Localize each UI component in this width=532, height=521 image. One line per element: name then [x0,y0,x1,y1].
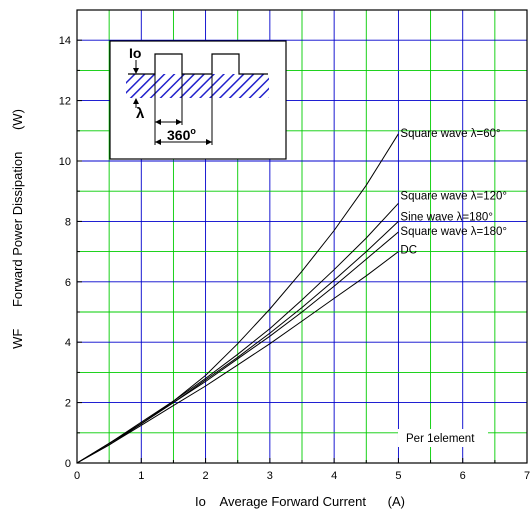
curves [76,133,399,464]
x-tick-label: 4 [331,470,337,482]
y-tick-label: 10 [59,156,71,168]
tick-marks [76,9,528,464]
inset-hatched-band [126,74,269,98]
inset-period-value: 360 [167,127,191,143]
y-tick-label: 2 [65,398,71,410]
curve-label: Square wave λ=120° [400,190,507,202]
inset-arrowhead [206,139,212,145]
curve-label: Sine wave λ=180° [400,211,493,223]
inset-period-degree: o [190,126,196,136]
x-tick-label: 1 [138,470,144,482]
curve-label: Square wave λ=60° [400,128,500,140]
inset-arrowhead [155,139,161,145]
inset-frame [109,40,287,160]
inset-arrowhead [176,119,182,125]
annotation-background [398,429,488,447]
inset-io-label: Io [129,45,141,61]
y-axis-title: WF Forward Power Dissipation (W) [10,109,25,349]
curve-line [76,251,399,464]
y-tick-label: 0 [65,458,71,470]
inset-io-arrowhead [133,98,139,104]
curve-line [76,202,399,464]
curve-labels: Square wave λ=60° Square wave λ=120° Sine … [400,128,507,257]
x-tick-label: 6 [460,470,466,482]
curve-label: DC [400,245,417,257]
x-tick-label: 0 [74,470,80,482]
inset-period-label: 360o [167,126,196,143]
y-tick-label: 8 [65,216,71,228]
curve-label: Square wave λ=180° [400,226,507,238]
x-tick-label: 7 [524,470,530,482]
x-tick-label: 2 [203,470,209,482]
y-tick-label: 6 [65,277,71,289]
annotation-per-element: Per 1element [406,433,475,445]
x-axis-title: Io Average Forward Current (A) [195,494,405,509]
x-tick-label: 5 [395,470,401,482]
inset-arrowhead [155,119,161,125]
y-tick-label: 4 [65,337,71,349]
y-tick-label: 12 [59,96,71,108]
inset-waveform-diagram: Io λ 360o [109,40,287,160]
x-tick-label: 3 [267,470,273,482]
y-tick-label: 14 [59,35,71,47]
inset-io-arrowhead [133,68,139,74]
inset-lambda-label: λ [136,105,145,122]
curve-line [76,231,399,464]
